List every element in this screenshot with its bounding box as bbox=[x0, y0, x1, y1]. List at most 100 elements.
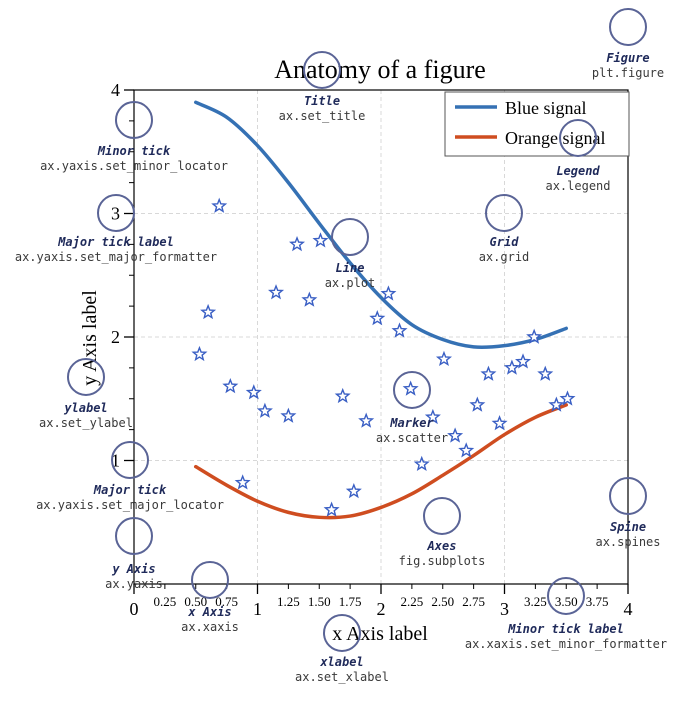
scatter-marker bbox=[191, 345, 208, 362]
blue-signal-line bbox=[194, 100, 568, 350]
annotation-code: ax.yaxis bbox=[105, 577, 163, 591]
legend-label-blue: Blue signal bbox=[505, 98, 587, 118]
annotation-title: Major tick label bbox=[57, 235, 174, 249]
scatter-marker bbox=[345, 482, 362, 499]
scatter-marker bbox=[268, 284, 285, 300]
annotation-title: Title bbox=[304, 94, 340, 108]
annotation-ring bbox=[303, 51, 341, 89]
annotation-title: Minor tick bbox=[97, 144, 171, 158]
chart-title: Anatomy of a figure bbox=[274, 55, 486, 84]
scatter-marker bbox=[515, 353, 532, 369]
scatter-marker bbox=[200, 303, 217, 320]
annotation-title: y Axis bbox=[111, 562, 155, 576]
x-minor-tick-label: 0.75 bbox=[215, 594, 238, 609]
annotation-ring bbox=[191, 561, 229, 599]
annotation-code: ax.set_xlabel bbox=[295, 670, 389, 684]
scatter-marker bbox=[289, 235, 306, 252]
annotation-title: xlabel bbox=[319, 655, 363, 669]
legend-frame bbox=[444, 91, 630, 157]
scatter-marker bbox=[559, 390, 576, 406]
annotation-ring bbox=[97, 194, 135, 232]
annotation-ring bbox=[559, 119, 597, 157]
scatter-marker bbox=[380, 285, 397, 301]
y-major-tick-label: 2 bbox=[111, 327, 120, 347]
annotation-code: plt.figure bbox=[592, 66, 664, 80]
annotation-ring bbox=[547, 577, 585, 615]
annotation-title: Spine bbox=[610, 520, 646, 534]
x-major-tick-label: 0 bbox=[130, 599, 139, 619]
annotation-code: ax.xaxis.set_minor_formatter bbox=[465, 637, 667, 651]
scatter-marker bbox=[526, 328, 543, 344]
scatter-marker bbox=[469, 396, 486, 412]
x-axis-label: x Axis label bbox=[332, 623, 428, 645]
annotation-code: ax.set_title bbox=[279, 109, 366, 123]
scatter-marker bbox=[323, 501, 340, 517]
scatter-marker bbox=[458, 442, 475, 458]
x-minor-tick-label: 2.75 bbox=[462, 594, 485, 609]
annotation-title: Grid bbox=[490, 235, 520, 249]
annotation-ring bbox=[331, 218, 369, 256]
scatter-marker bbox=[222, 377, 239, 394]
plot-lines bbox=[194, 100, 568, 520]
scatter-marker bbox=[402, 380, 419, 396]
scatter-marker bbox=[358, 412, 375, 428]
x-minor-tick-label: 1.50 bbox=[308, 594, 331, 609]
annotation-title: Minor tick label bbox=[507, 622, 624, 636]
y-axis-label: y Axis label bbox=[79, 290, 101, 386]
annotation-code: ax.set_ylabel bbox=[39, 416, 133, 430]
grid bbox=[134, 90, 628, 584]
annotation-code: ax.legend bbox=[545, 179, 610, 193]
annotation-code: ax.plot bbox=[325, 276, 376, 290]
annotation-code: ax.yaxis.set_minor_locator bbox=[40, 159, 228, 173]
scatter-marker bbox=[369, 310, 386, 326]
scatter-marker bbox=[391, 322, 408, 338]
annotation-ring bbox=[115, 517, 153, 555]
scatter-marker bbox=[245, 384, 262, 400]
annotation-ring bbox=[393, 371, 431, 409]
annotation-title: Legend bbox=[556, 164, 600, 178]
scatter-marker bbox=[312, 232, 329, 248]
scatter-marker bbox=[234, 474, 251, 490]
scatter-marker bbox=[447, 427, 464, 443]
scatter-markers bbox=[191, 197, 576, 517]
scatter-marker bbox=[256, 402, 273, 418]
scatter-marker bbox=[503, 359, 520, 375]
annotation-ring bbox=[609, 477, 647, 515]
annotation-title: Line bbox=[336, 261, 365, 275]
x-minor-tick-label: 0.25 bbox=[154, 594, 177, 609]
x-minor-tick-label: 1.75 bbox=[339, 594, 362, 609]
scatter-marker bbox=[491, 415, 508, 431]
annotation-title: Figure bbox=[606, 51, 649, 65]
x-minor-tick-label: 3.75 bbox=[586, 594, 609, 609]
orange-signal-line bbox=[194, 403, 568, 520]
x-major-tick-label: 4 bbox=[624, 599, 633, 619]
x-minor-tick-label: 0.50 bbox=[184, 594, 207, 609]
annotation-title: x Axis bbox=[187, 605, 231, 619]
x-minor-tick-label: 2.25 bbox=[401, 594, 424, 609]
legend[interactable]: Blue signal Orange signal bbox=[444, 91, 630, 157]
x-major-tick-label: 1 bbox=[253, 599, 262, 619]
scatter-marker bbox=[211, 197, 228, 213]
annotation-title: ylabel bbox=[63, 401, 107, 415]
scatter-marker bbox=[301, 291, 318, 307]
annotation-title: Major tick bbox=[93, 483, 167, 497]
annotation-code: ax.grid bbox=[479, 250, 530, 264]
scatter-marker bbox=[537, 365, 554, 381]
annotation-code: fig.subplots bbox=[399, 554, 486, 568]
annotation-ring bbox=[111, 441, 149, 479]
scatter-marker bbox=[280, 407, 297, 423]
